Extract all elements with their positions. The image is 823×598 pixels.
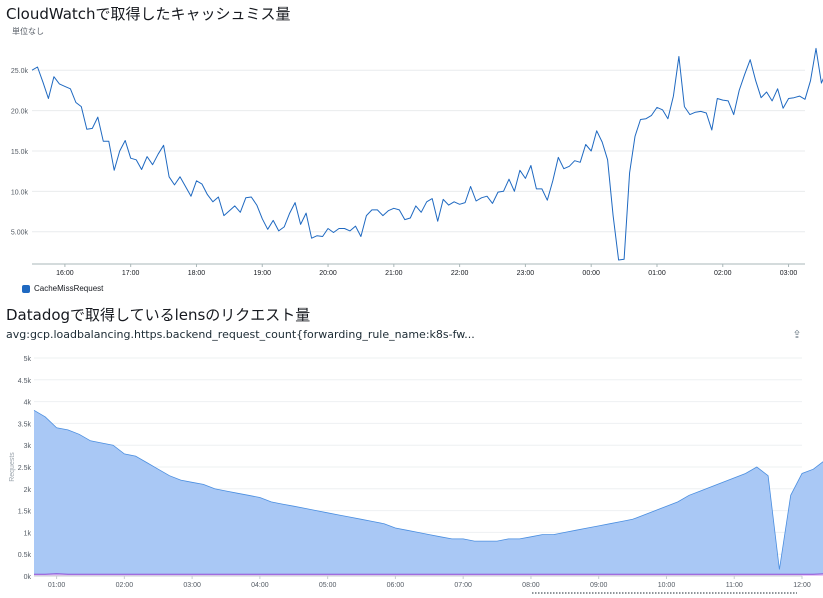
x-tick-label: 18:00 (188, 270, 206, 277)
x-tick-label: 08:00 (522, 582, 540, 589)
x-tick-label: 09:00 (590, 582, 608, 589)
datadog-chart-title: Datadogで取得しているlensのリクエスト量 (6, 304, 310, 325)
y-tick-label: 20.0k (11, 109, 29, 116)
x-tick-label: 12:00 (793, 582, 811, 589)
series-area-backend-request-count (34, 410, 823, 576)
x-tick-label: 17:00 (122, 270, 140, 277)
y-tick-label: 4k (24, 400, 32, 407)
cloudwatch-line-chart[interactable]: 5.00k 10.0k 15.0k 20.0k 25.0k 16:00 17:00 18:00… (0, 40, 823, 280)
legend-swatch (22, 285, 30, 293)
x-tick-label: 20:00 (319, 270, 337, 277)
x-tick-label: 03:00 (183, 582, 201, 589)
x-tick-label: 02:00 (714, 270, 732, 277)
cloudwatch-unit-label: 単位なし (12, 26, 44, 37)
x-tick-label: 11:00 (726, 582, 743, 589)
share-icon[interactable]: ⇪ (790, 328, 804, 342)
cloudwatch-chart-title: CloudWatchで取得したキャッシュミス量 (6, 3, 291, 24)
x-tick-label: 23:00 (517, 270, 535, 277)
x-tick-label: 04:00 (251, 582, 269, 589)
x-tick-label: 02:00 (116, 582, 134, 589)
y-tick-label: 1.5k (18, 509, 32, 516)
cloudwatch-legend[interactable]: CacheMissRequest (22, 284, 103, 293)
x-tick-label: 10:00 (658, 582, 676, 589)
x-tick-label: 01:00 (648, 270, 666, 277)
x-tick-label: 19:00 (253, 270, 271, 277)
y-tick-label: 10.0k (11, 189, 29, 196)
y-tick-label: 5.00k (11, 230, 29, 237)
x-tick-label: 00:00 (582, 270, 600, 277)
x-tick-label: 07:00 (454, 582, 472, 589)
y-tick-label: 4.5k (18, 378, 32, 385)
x-tick-label: 22:00 (451, 270, 469, 277)
y-tick-label: 2k (24, 487, 32, 494)
datadog-query-label: avg:gcp.loadbalancing.https.backend_requ… (6, 328, 475, 341)
x-tick-label: 03:00 (780, 270, 798, 277)
y-axis-label: Requests (9, 452, 16, 482)
legend-label: CacheMissRequest (34, 284, 103, 293)
y-tick-label: 0.5k (18, 552, 32, 559)
x-tick-label: 05:00 (319, 582, 337, 589)
y-tick-label: 2.5k (18, 465, 32, 472)
y-tick-label: 1k (24, 530, 32, 537)
x-tick-label: 16:00 (56, 270, 74, 277)
y-tick-label: 25.0k (11, 68, 29, 75)
x-tick-label: 21:00 (385, 270, 403, 277)
x-tick-label: 01:00 (48, 582, 66, 589)
datadog-area-chart[interactable]: 0k 0.5k 1k 1.5k 2k 2.5k 3k 3.5k 4k 4.5k 5k Requests… (0, 350, 823, 598)
y-tick-label: 3.5k (18, 421, 32, 428)
y-tick-label: 0k (24, 574, 32, 581)
y-tick-label: 5k (24, 356, 32, 363)
x-tick-label: 06:00 (387, 582, 405, 589)
series-line-cachemissrequest (32, 48, 823, 260)
y-tick-label: 15.0k (11, 149, 29, 156)
y-tick-label: 3k (24, 443, 32, 450)
